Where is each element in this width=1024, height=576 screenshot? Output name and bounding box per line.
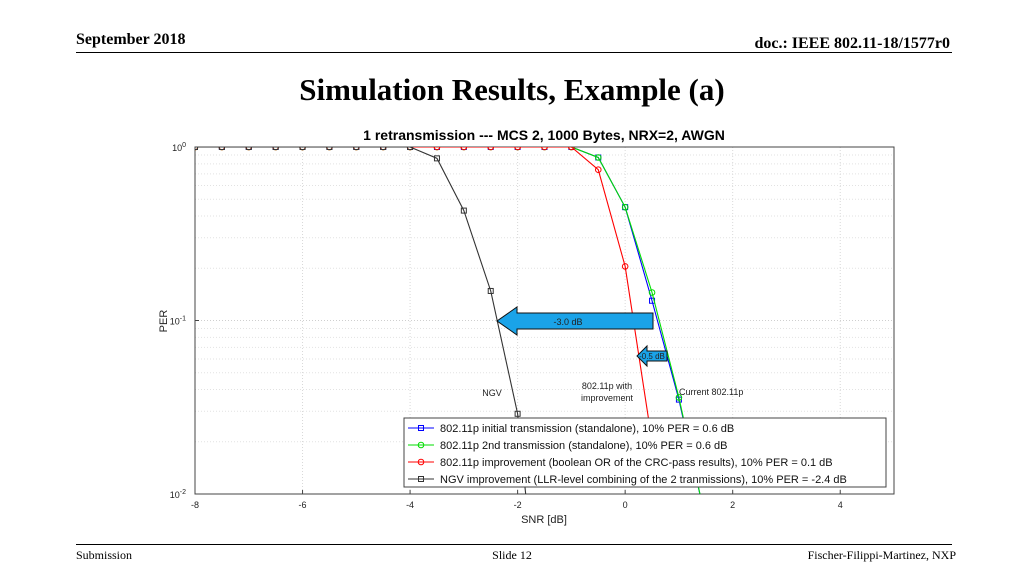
y-tick-base: 10 [170,317,180,327]
x-tick-label: -6 [299,500,307,510]
series-point-improvement [487,147,495,151]
legend-swatch-marker [417,458,425,466]
series-point-improvement [514,147,521,151]
legend-box [403,417,887,488]
x-tick-label: -4 [406,500,414,510]
series-point-improvement [594,166,602,173]
series-point-second [594,154,602,161]
header-date: September 2018 [76,31,186,48]
x-tick-label: 4 [838,500,843,510]
y-tick-base: 10 [170,490,180,500]
series-point-improvement [433,147,441,151]
legend-item-label: 802.11p 2nd transmission (standalone), 1… [440,440,728,452]
y-axis-label: PER [158,310,170,333]
series-line-improvement [195,147,653,442]
footer-slide-number: Slide 12 [492,548,532,562]
x-tick-label: 0 [623,500,628,510]
series-layer [195,147,701,494]
series-point-improvement [568,147,575,151]
chart-title: 1 retransmission --- MCS 2, 1000 Bytes, … [363,127,725,143]
series-line-ngv [195,147,527,494]
y-tick-base: 10 [172,143,182,153]
series-point-ngv [514,410,521,417]
x-tick-label: -2 [514,500,522,510]
label-improvement-line2: improvement [581,393,634,403]
series-point-ngv [407,147,414,150]
x-tick-label: 2 [730,500,735,510]
series-line-second [195,147,701,494]
x-axis-label: SNR [dB] [521,514,567,526]
y-tick-exponent: -1 [180,316,186,323]
footer-submission: Submission [76,548,133,562]
x-tick-label: -8 [191,500,199,510]
slide-title: Simulation Results, Example (a) [299,72,725,107]
y-tick-label: 10-1 [170,316,186,327]
series-point-improvement [541,147,548,151]
legend: 802.11p initial transmission (standalone… [403,417,887,488]
legend-swatch-marker [417,441,425,449]
label-current: Current 802.11p [679,387,743,397]
series-point-ngv [272,147,279,150]
arrow-big-label: -3.0 dB [553,317,582,327]
series-point-improvement [460,147,468,151]
label-ngv: NGV [482,388,502,398]
series-clip-group [195,147,701,494]
y-tick-exponent: -2 [180,489,186,496]
legend-swatch-marker [418,425,424,431]
series-point-ngv [353,147,360,150]
arrow-big [496,306,654,336]
legend-swatch-marker [418,476,424,482]
series-point-ngv [460,207,467,214]
legend-item-label: 802.11p improvement (boolean OR of the C… [440,457,833,469]
series-point-ngv [245,147,252,150]
label-improvement-line1: 802.11p with [582,381,632,391]
series-point-ngv [299,147,306,150]
series-point-second [621,203,629,211]
footer-divider [76,544,952,545]
legend-items: 802.11p initial transmission (standalone… [408,423,847,486]
series-point-second [675,394,683,401]
series-point-improvement [621,263,629,270]
y-tick-label: 10-2 [170,489,186,500]
series-point-ngv [487,287,494,294]
y-tick-label: 100 [172,142,186,153]
footer-authors: Fischer-Filippi-Martinez, NXP [807,548,956,562]
series-point-ngv [433,155,440,162]
series-point-ngv [218,147,225,150]
series-point-second [648,289,656,296]
header-divider [76,52,952,53]
legend-item-label: NGV improvement (LLR-level combining of … [440,474,847,486]
series-point-ngv [380,147,387,150]
arrow-small-label: -0.5 dB [639,352,665,361]
legend-item-label: 802.11p initial transmission (standalone… [440,423,734,435]
x-tick-labels: -8 -6 -4 -2 0 2 4 [191,490,843,510]
arrow-small [636,344,668,368]
series-point-ngv [326,147,333,150]
header-doc-id: doc.: IEEE 802.11-18/1577r0 [754,35,950,52]
y-tick-exponent: 0 [182,142,186,149]
